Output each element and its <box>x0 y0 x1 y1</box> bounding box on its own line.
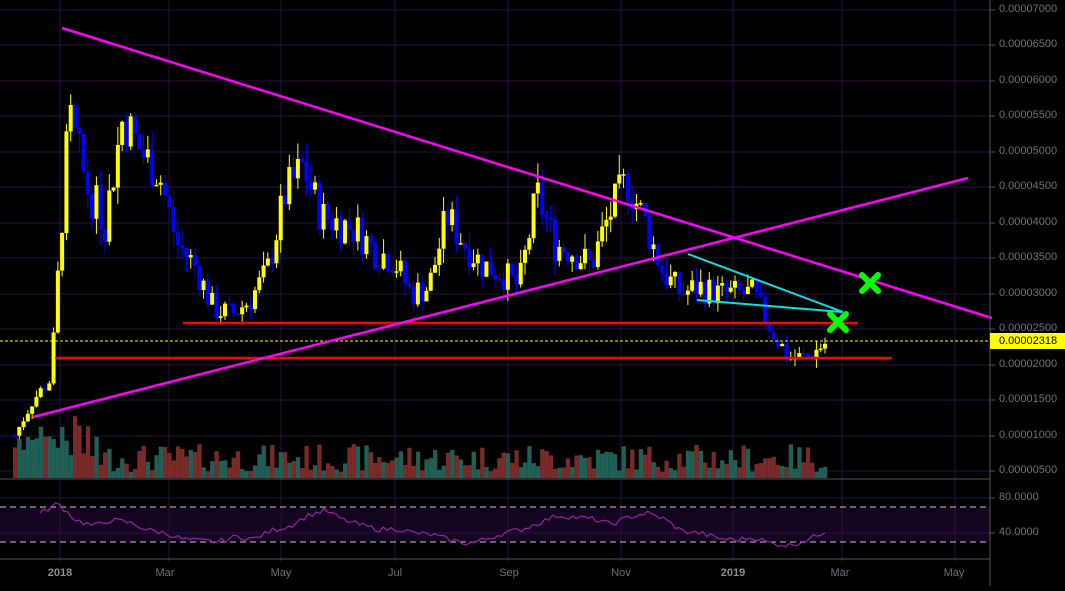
time-tick-label: May <box>270 567 292 579</box>
price-tick-label: 0.00004000 <box>999 216 1058 228</box>
time-tick-label: Mar <box>830 567 850 579</box>
price-tick-label: 0.00001500 <box>999 393 1058 405</box>
price-tick-label: 0.00005000 <box>999 145 1058 157</box>
ascending-trendline[interactable] <box>32 176 969 419</box>
wedge-lower-line[interactable] <box>696 299 843 313</box>
price-tick-label: 0.00005500 <box>999 109 1058 121</box>
last-price-badge: 0.00002318 <box>990 333 1065 349</box>
target-marker-icon[interactable] <box>859 272 881 294</box>
price-tick-label: 0.00006000 <box>999 74 1058 86</box>
time-tick-label: Nov <box>611 567 631 579</box>
price-tick-label: 0.00002000 <box>999 358 1058 370</box>
price-candles <box>13 94 827 440</box>
price-tick-label: 0.00004500 <box>999 180 1058 192</box>
price-tick-label: 0.00006500 <box>999 38 1058 50</box>
target-marker-icon[interactable] <box>827 311 849 333</box>
rsi-band <box>0 507 990 542</box>
time-tick-label: Mar <box>155 567 175 579</box>
time-tick-label: 2018 <box>47 567 73 579</box>
price-axis-ticks <box>990 9 995 534</box>
descending-trendline[interactable] <box>61 26 993 320</box>
time-tick-label: Sep <box>499 567 519 579</box>
time-tick-label: May <box>943 567 965 579</box>
price-tick-label: 0.00002500 <box>999 322 1058 334</box>
time-tick-label: 2019 <box>720 567 746 579</box>
price-tick-label: 0.00001000 <box>999 429 1058 441</box>
rsi-tick-label: 40.0000 <box>999 526 1039 538</box>
volume-histogram <box>13 416 828 478</box>
time-tick-label: Jul <box>387 567 403 579</box>
wedge-upper-line[interactable] <box>687 253 844 313</box>
price-tick-label: 0.00003000 <box>999 287 1058 299</box>
price-tick-label: 0.00007000 <box>999 3 1058 15</box>
rsi-line <box>39 501 826 548</box>
price-tick-label: 0.00000500 <box>999 464 1058 476</box>
rsi-tick-label: 80.0000 <box>999 491 1039 503</box>
price-tick-label: 0.00003500 <box>999 251 1058 263</box>
